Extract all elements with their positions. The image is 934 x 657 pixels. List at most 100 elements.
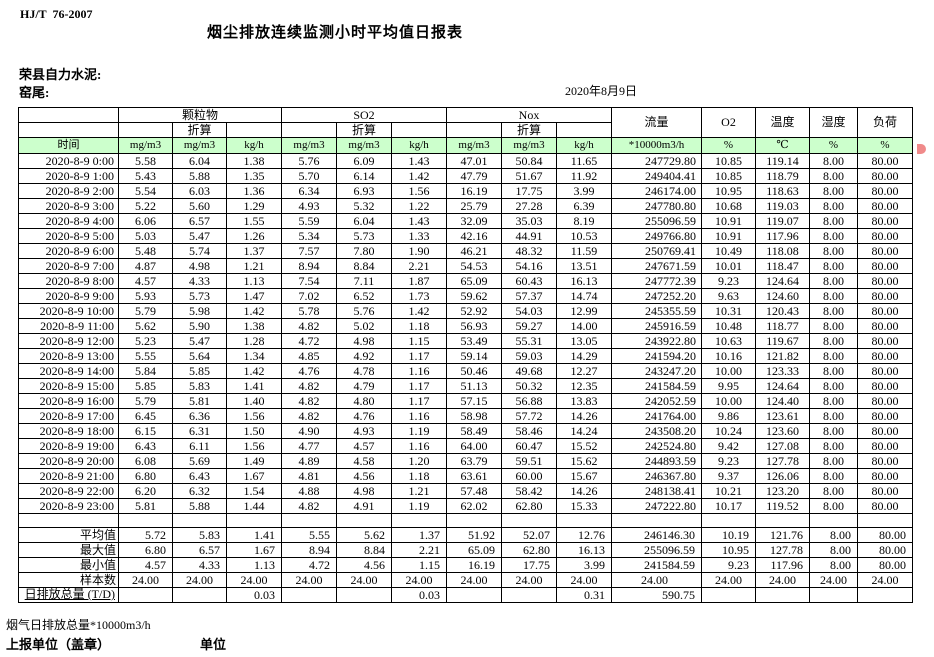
value-cell: 13.83: [556, 393, 612, 409]
value-cell: 241584.59: [611, 378, 702, 394]
summary-value-cell: 8.00: [809, 542, 858, 558]
value-cell: 118.63: [755, 183, 810, 199]
value-cell: 118.08: [755, 243, 810, 259]
header-flow: 流量: [611, 107, 702, 138]
value-cell: 1.43: [391, 213, 447, 229]
value-cell: 119.52: [755, 498, 810, 514]
value-cell: 242524.80: [611, 438, 702, 454]
table-row: 2020-8-9 18:00 6.15 6.31 1.50 4.90 4.93 1.19 58…: [18, 423, 913, 439]
value-cell: 9.42: [701, 438, 756, 454]
value-cell: 4.98: [336, 333, 392, 349]
value-cell: 4.76: [336, 408, 392, 424]
value-cell: 123.61: [755, 408, 810, 424]
value-cell: 57.15: [446, 393, 502, 409]
value-cell: 6.43: [118, 438, 173, 454]
value-cell: 5.76: [336, 303, 392, 319]
summary-row: 平均值 5.72 5.83 1.41 5.55 5.62 1.37 51.92 52.07 12.…: [18, 527, 913, 543]
value-cell: 35.03: [501, 213, 557, 229]
empty-cell: [857, 513, 913, 528]
value-cell: 16.19: [446, 183, 502, 199]
header-load: 负荷: [857, 107, 913, 138]
time-cell: 2020-8-9 4:00: [18, 213, 119, 229]
value-cell: 5.54: [118, 183, 173, 199]
value-cell: 6.08: [118, 453, 173, 469]
unit-cell: kg/h: [556, 137, 612, 154]
value-cell: 120.43: [755, 303, 810, 319]
value-cell: 1.56: [226, 408, 282, 424]
value-cell: 1.40: [226, 393, 282, 409]
table-row: 2020-8-9 8:00 4.57 4.33 1.13 7.54 7.11 1.87 65.…: [18, 273, 913, 289]
table-row: 2020-8-9 13:00 5.55 5.64 1.34 4.85 4.92 1.17 59…: [18, 348, 913, 364]
value-cell: 5.93: [118, 288, 173, 304]
value-cell: 119.14: [755, 153, 810, 169]
summary-value-cell: 0.31: [556, 587, 612, 603]
summary-value-cell: 51.92: [446, 527, 502, 543]
value-cell: 123.33: [755, 363, 810, 379]
value-cell: 5.81: [118, 498, 173, 514]
sub-converted-nox: 折算: [501, 122, 557, 138]
value-cell: 118.77: [755, 318, 810, 334]
summary-value-cell: 8.94: [281, 542, 337, 558]
summary-value-cell: [336, 587, 392, 603]
value-cell: 4.85: [281, 348, 337, 364]
value-cell: 13.05: [556, 333, 612, 349]
value-cell: 118.79: [755, 168, 810, 184]
summary-value-cell: 8.84: [336, 542, 392, 558]
value-cell: 80.00: [857, 468, 913, 484]
value-cell: 247222.80: [611, 498, 702, 514]
value-cell: 8.00: [809, 288, 858, 304]
summary-value-cell: 24.00: [857, 572, 913, 588]
reporting-unit-label: 上报单位（盖章）: [6, 637, 111, 652]
summary-value-cell: [118, 587, 173, 603]
value-cell: 117.96: [755, 228, 810, 244]
value-cell: 1.29: [226, 198, 282, 214]
empty-cell: [281, 513, 337, 528]
value-cell: 5.43: [118, 168, 173, 184]
summary-value-cell: [281, 587, 337, 603]
summary-value-cell: 1.13: [226, 557, 282, 573]
summary-value-cell: 1.41: [226, 527, 282, 543]
value-cell: 1.36: [226, 183, 282, 199]
value-cell: 8.00: [809, 258, 858, 274]
empty-cell: [809, 513, 858, 528]
value-cell: 255096.59: [611, 213, 702, 229]
summary-value-cell: 24.00: [701, 572, 756, 588]
summary-row: 样本数 24.00 24.00 24.00 24.00 24.00 24.00 24.00 24…: [18, 572, 913, 588]
unit-cell: kg/h: [226, 137, 282, 154]
value-cell: 5.23: [118, 333, 173, 349]
value-cell: 9.95: [701, 378, 756, 394]
value-cell: 1.38: [226, 318, 282, 334]
summary-value-cell: 241584.59: [611, 557, 702, 573]
value-cell: 80.00: [857, 408, 913, 424]
value-cell: 4.82: [281, 318, 337, 334]
value-cell: 59.14: [446, 348, 502, 364]
time-cell: 2020-8-9 9:00: [18, 288, 119, 304]
value-cell: 4.98: [172, 258, 227, 274]
value-cell: 80.00: [857, 198, 913, 214]
summary-value-cell: 6.57: [172, 542, 227, 558]
unit-cell: kg/h: [391, 137, 447, 154]
value-cell: 60.43: [501, 273, 557, 289]
value-cell: 62.02: [446, 498, 502, 514]
summary-label: 最小值: [18, 557, 119, 573]
summary-value-cell: 5.72: [118, 527, 173, 543]
value-cell: 5.62: [118, 318, 173, 334]
value-cell: 7.57: [281, 243, 337, 259]
value-cell: 15.52: [556, 438, 612, 454]
unit-cell: %: [809, 137, 858, 154]
value-cell: 8.00: [809, 228, 858, 244]
value-cell: 12.99: [556, 303, 612, 319]
value-cell: 10.68: [701, 198, 756, 214]
value-cell: 1.43: [391, 153, 447, 169]
value-cell: 1.49: [226, 453, 282, 469]
value-cell: 1.33: [391, 228, 447, 244]
value-cell: 7.02: [281, 288, 337, 304]
summary-row: 日排放总量 (T/D) 0.03 0.03 0.31 590.75: [18, 587, 913, 603]
value-cell: 5.64: [172, 348, 227, 364]
empty-cell: [556, 122, 612, 138]
empty-cell: [446, 122, 502, 138]
table-row: 2020-8-9 1:00 5.43 5.88 1.35 5.70 6.14 1.42 47.…: [18, 168, 913, 184]
value-cell: 80.00: [857, 168, 913, 184]
value-cell: 5.81: [172, 393, 227, 409]
value-cell: 1.42: [226, 363, 282, 379]
